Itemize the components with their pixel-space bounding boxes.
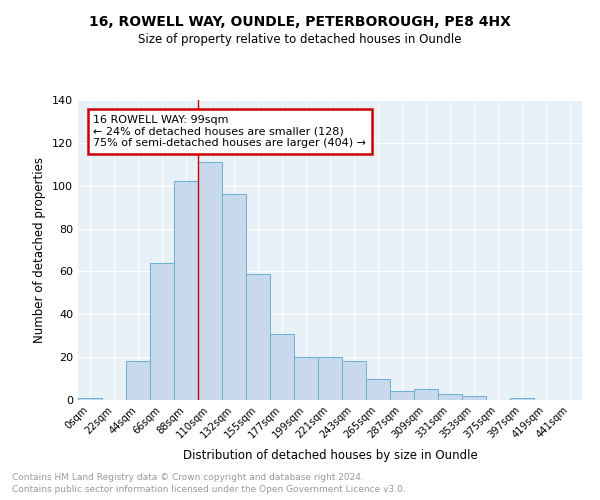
Bar: [318, 357, 342, 400]
Bar: [78, 398, 102, 400]
Bar: [126, 362, 150, 400]
Bar: [150, 263, 174, 400]
Bar: [294, 357, 318, 400]
Text: 16 ROWELL WAY: 99sqm
← 24% of detached houses are smaller (128)
75% of semi-deta: 16 ROWELL WAY: 99sqm ← 24% of detached h…: [93, 115, 366, 148]
Bar: [198, 162, 222, 400]
Bar: [246, 274, 270, 400]
Bar: [462, 396, 486, 400]
Text: 16, ROWELL WAY, OUNDLE, PETERBOROUGH, PE8 4HX: 16, ROWELL WAY, OUNDLE, PETERBOROUGH, PE…: [89, 15, 511, 29]
Bar: [510, 398, 534, 400]
Bar: [342, 362, 366, 400]
Bar: [366, 378, 390, 400]
Text: Size of property relative to detached houses in Oundle: Size of property relative to detached ho…: [138, 32, 462, 46]
Bar: [174, 182, 198, 400]
Bar: [414, 390, 438, 400]
Text: Contains HM Land Registry data © Crown copyright and database right 2024.: Contains HM Land Registry data © Crown c…: [12, 472, 364, 482]
X-axis label: Distribution of detached houses by size in Oundle: Distribution of detached houses by size …: [182, 449, 478, 462]
Text: Contains public sector information licensed under the Open Government Licence v3: Contains public sector information licen…: [12, 485, 406, 494]
Bar: [390, 392, 414, 400]
Y-axis label: Number of detached properties: Number of detached properties: [34, 157, 46, 343]
Bar: [270, 334, 294, 400]
Bar: [438, 394, 462, 400]
Bar: [222, 194, 246, 400]
